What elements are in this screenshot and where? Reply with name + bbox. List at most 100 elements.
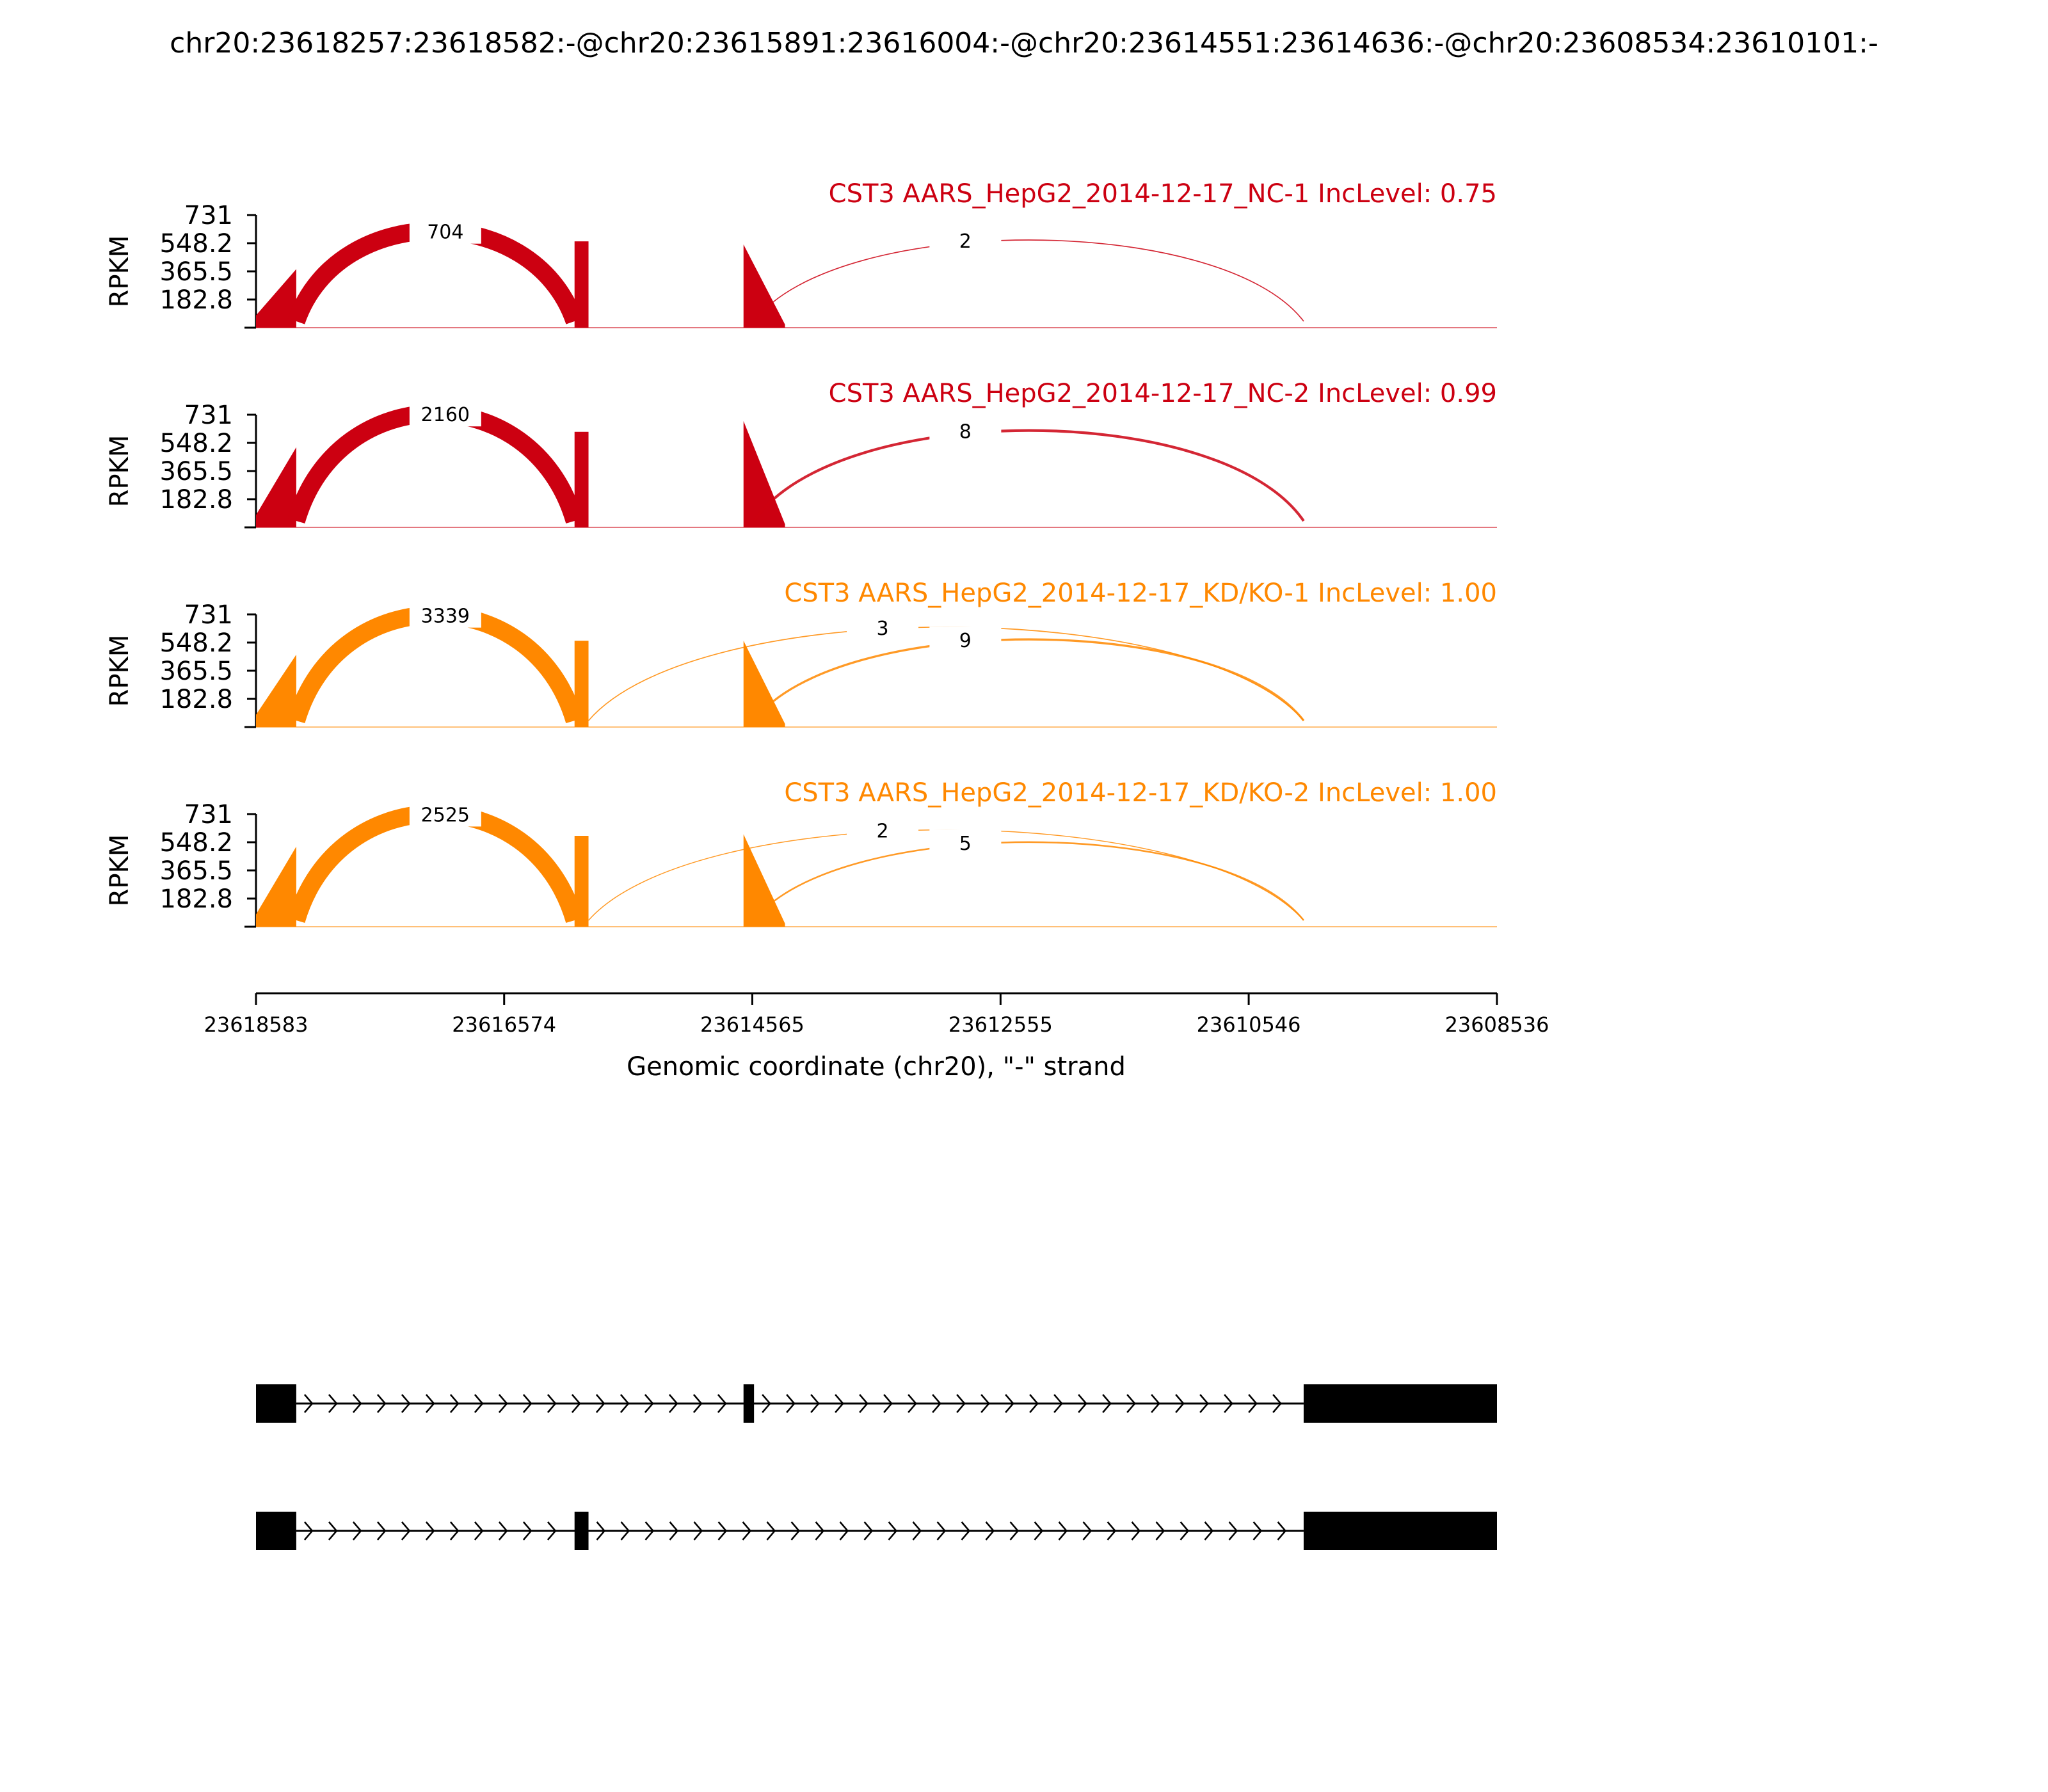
strand-chevron (352, 1521, 362, 1540)
coverage-peak (256, 447, 296, 527)
junction-arc (753, 239, 1304, 322)
junction-count-label: 2 (877, 820, 889, 843)
strand-chevron (620, 1521, 630, 1540)
x-tick-label: 23608536 (1445, 1012, 1549, 1037)
strand-chevron (474, 1394, 484, 1413)
exon-block (1303, 1512, 1497, 1550)
strand-chevron (498, 1521, 508, 1540)
junction-label-bg (929, 227, 1002, 253)
strand-chevron (1180, 1521, 1190, 1540)
junction-arc (753, 429, 1305, 522)
strand-chevron (1126, 1394, 1136, 1413)
y-tick-label: 182.8 (159, 485, 233, 515)
strand-chevron (936, 1521, 947, 1540)
isoform-2 (256, 1512, 1497, 1550)
strand-chevron (1058, 1521, 1068, 1540)
strand-chevron (961, 1521, 971, 1540)
strand-chevron (498, 1394, 508, 1413)
strand-chevron (742, 1521, 752, 1540)
strand-chevron (328, 1521, 338, 1540)
junction-label-bg (847, 614, 919, 640)
junction-label-bg (847, 817, 919, 843)
strand-chevron (693, 1521, 703, 1540)
strand-chevron (1151, 1394, 1160, 1413)
isoform-1 (256, 1384, 1497, 1423)
strand-chevron (980, 1394, 990, 1413)
strand-chevron (547, 1394, 557, 1413)
strand-chevron (425, 1394, 435, 1413)
y-tick-label: 548.2 (159, 429, 233, 458)
junction-arc (287, 605, 584, 723)
strand-chevron (1034, 1521, 1044, 1540)
y-tick-label: 731 (184, 401, 233, 430)
strand-chevron (717, 1521, 728, 1540)
strand-chevron (815, 1521, 825, 1540)
y-tick-label: 731 (184, 201, 233, 230)
junction-count-label: 704 (427, 221, 463, 244)
x-tick-label: 23618583 (204, 1012, 308, 1037)
y-axis-label: RPKM (105, 835, 134, 907)
strand-chevron (717, 1394, 727, 1413)
strand-chevron (786, 1394, 796, 1413)
junction-count-label: 3 (877, 618, 889, 640)
strand-chevron (835, 1394, 844, 1413)
strand-chevron (1107, 1521, 1117, 1540)
x-axis-label: Genomic coordinate (chr20), "-" strand (627, 1052, 1126, 1082)
strand-chevron (644, 1394, 654, 1413)
strand-chevron (932, 1394, 941, 1413)
x-tick-label: 23614565 (700, 1012, 804, 1037)
chart-title: chr20:23618257:23618582:-@chr20:23615891… (170, 27, 1878, 60)
strand-chevron (571, 1394, 581, 1413)
junction-label-bg (929, 829, 1002, 855)
junction-label-bg (409, 801, 481, 827)
strand-chevron (1155, 1521, 1165, 1540)
x-tick-label: 23610546 (1197, 1012, 1301, 1037)
strand-chevron (956, 1394, 966, 1413)
junction-arc (287, 804, 584, 923)
coverage-peak (743, 244, 785, 328)
strand-chevron (596, 1521, 606, 1540)
strand-chevron (762, 1394, 771, 1413)
junction-count-label: 2 (959, 230, 972, 253)
strand-chevron (1248, 1394, 1258, 1413)
x-axis: 23618583 23616574 23614565 23612555 23610546… (204, 992, 1549, 1037)
strand-chevron (376, 1521, 387, 1540)
strand-chevron (1029, 1394, 1039, 1413)
strand-chevron (1102, 1394, 1112, 1413)
exon-block (743, 1384, 755, 1423)
exon-block (256, 1384, 296, 1423)
exon-block (574, 1512, 589, 1550)
junction-arc (287, 404, 584, 524)
strand-chevron (522, 1521, 532, 1540)
strand-chevron (547, 1521, 557, 1540)
strand-chevron (1272, 1394, 1282, 1413)
strand-chevron (668, 1394, 678, 1413)
strand-chevron (790, 1521, 801, 1540)
y-axis-label: RPKM (105, 635, 134, 707)
sample-title: CST3 AARS_HepG2_2014-12-17_KD/KO-1 IncLe… (784, 579, 1497, 608)
strand-chevron (912, 1521, 922, 1540)
strand-chevron (449, 1521, 460, 1540)
strand-chevron (1277, 1521, 1287, 1540)
strand-chevron (908, 1394, 917, 1413)
strand-chevron (839, 1521, 849, 1540)
strand-chevron (1175, 1394, 1185, 1413)
coverage-peak (256, 654, 296, 727)
x-tick-label: 23616574 (452, 1012, 556, 1037)
junction-label-bg (929, 627, 1002, 653)
sample-title: CST3 AARS_HepG2_2014-12-17_NC-1 IncLevel… (829, 179, 1497, 209)
junction-count-label: 9 (959, 630, 972, 652)
strand-chevron (888, 1521, 898, 1540)
coverage-peak (743, 420, 785, 527)
strand-chevron (859, 1394, 868, 1413)
strand-chevron (522, 1394, 532, 1413)
junction-label-bg (929, 417, 1002, 444)
coverage-peak (743, 834, 785, 927)
y-tick-label: 731 (184, 600, 233, 630)
junction-label-bg (409, 218, 481, 244)
